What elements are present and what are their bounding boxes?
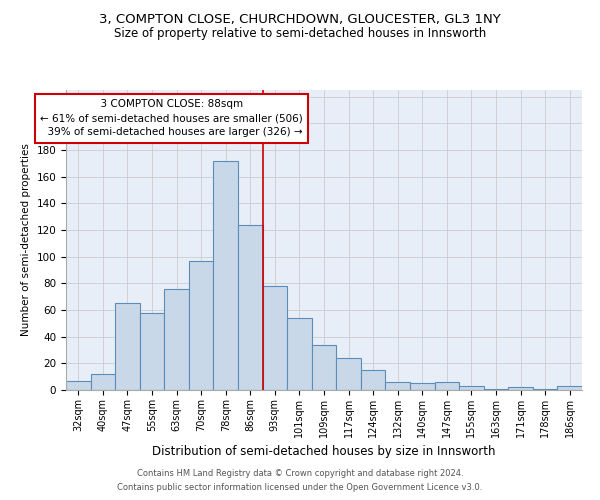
Bar — [385, 382, 410, 390]
Bar — [189, 260, 214, 390]
Bar — [434, 382, 459, 390]
Bar — [214, 160, 238, 390]
Bar — [312, 344, 336, 390]
Bar — [263, 286, 287, 390]
Text: Size of property relative to semi-detached houses in Innsworth: Size of property relative to semi-detach… — [114, 28, 486, 40]
Bar — [336, 358, 361, 390]
Text: 3 COMPTON CLOSE: 88sqm  
← 61% of semi-detached houses are smaller (506)
  39% o: 3 COMPTON CLOSE: 88sqm ← 61% of semi-det… — [40, 100, 303, 138]
Bar — [287, 318, 312, 390]
Bar — [459, 386, 484, 390]
Bar — [66, 380, 91, 390]
Bar — [557, 386, 582, 390]
Bar — [484, 388, 508, 390]
Bar — [140, 312, 164, 390]
Text: 3, COMPTON CLOSE, CHURCHDOWN, GLOUCESTER, GL3 1NY: 3, COMPTON CLOSE, CHURCHDOWN, GLOUCESTER… — [99, 12, 501, 26]
X-axis label: Distribution of semi-detached houses by size in Innsworth: Distribution of semi-detached houses by … — [152, 446, 496, 458]
Bar — [164, 288, 189, 390]
Bar — [410, 384, 434, 390]
Y-axis label: Number of semi-detached properties: Number of semi-detached properties — [21, 144, 31, 336]
Bar — [91, 374, 115, 390]
Bar — [533, 388, 557, 390]
Bar — [115, 304, 140, 390]
Text: Contains public sector information licensed under the Open Government Licence v3: Contains public sector information licen… — [118, 484, 482, 492]
Bar — [508, 388, 533, 390]
Text: Contains HM Land Registry data © Crown copyright and database right 2024.: Contains HM Land Registry data © Crown c… — [137, 468, 463, 477]
Bar — [238, 224, 263, 390]
Bar — [361, 370, 385, 390]
